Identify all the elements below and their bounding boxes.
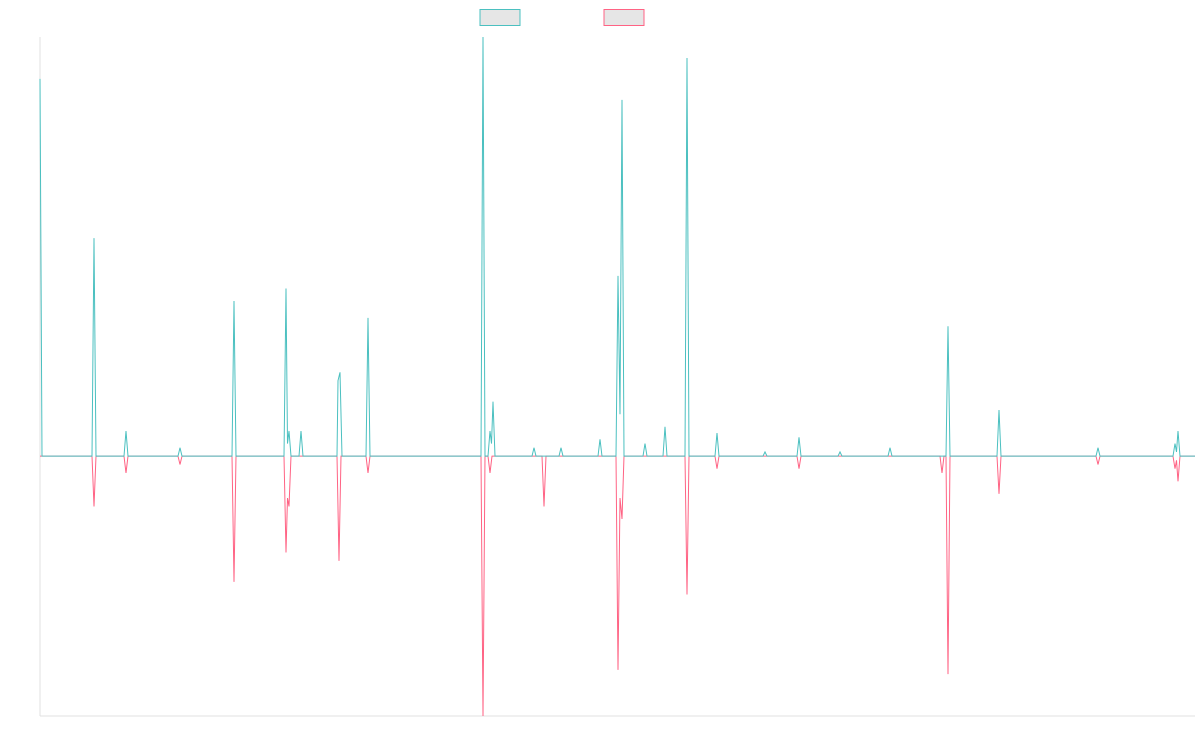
legend-swatch[interactable]	[603, 9, 645, 26]
legend-swatch[interactable]	[479, 9, 521, 26]
series-line	[40, 455, 1195, 717]
series-line	[39, 36, 1195, 457]
